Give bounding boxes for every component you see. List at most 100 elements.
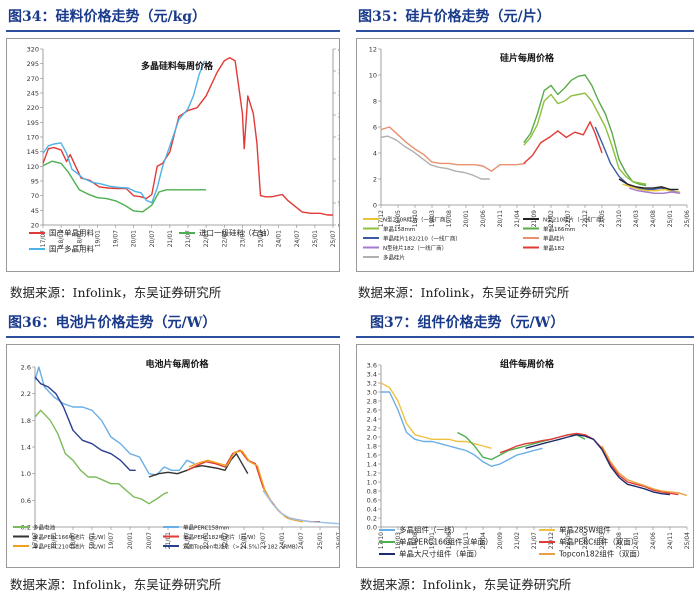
y-tick-label: 12: [369, 46, 377, 54]
legend-label: 单晶PERC182电池片（元/W）: [183, 533, 259, 541]
y-tick-label: 0: [373, 202, 377, 210]
series-line: [525, 434, 671, 496]
source-note: 数据来源：Infolink，东吴证券研究所: [360, 577, 572, 592]
x-tick-label: 20/01: [131, 230, 138, 247]
series-line: [628, 187, 681, 195]
series-line: [523, 121, 603, 164]
x-tick-label: 24/06: [650, 532, 657, 549]
y-tick-label: 0.8: [367, 488, 377, 496]
x-tick-label: 18/07: [76, 230, 83, 247]
y-tick-label: 2.6: [21, 364, 31, 372]
x-tick-label: 22/02: [548, 210, 555, 227]
x-tick-label: 24/08: [650, 210, 657, 227]
x-tick-label: 19/06: [446, 532, 453, 549]
x-tick-label: 17/12: [378, 210, 385, 227]
source-note: 数据来源：Infolink，东吴证券研究所: [10, 285, 222, 300]
x-tick-label: 18/10: [412, 210, 419, 227]
x-tick-label: 21/07: [531, 532, 538, 549]
legend-label: 单晶PERC210电池片（元/W）: [33, 543, 109, 551]
figure-header: 图34：硅料价格走势（元/kg）: [8, 9, 207, 25]
x-tick-label: 24/03: [633, 210, 640, 227]
x-tick-label: 20/01: [127, 532, 134, 549]
legend-label: 单晶大尺寸组件（单面）: [399, 549, 482, 559]
legend-label: 单晶PERC组件（双面）: [559, 537, 638, 547]
legend-label: N型硅片182（一线厂商）: [383, 244, 447, 252]
x-tick-label: 25/01: [667, 210, 674, 227]
header-rule: [6, 30, 340, 32]
y-tick-label: 1.4: [367, 461, 377, 469]
x-tick-label: 17/07: [40, 230, 47, 247]
x-tick-label: 18/01: [58, 230, 65, 247]
y2-tick-label: 40: [338, 46, 339, 54]
y2-tick-label: 20: [338, 134, 339, 142]
legend-label: 单晶PERC166电池片（元/W）: [33, 533, 109, 541]
figure-header: 图36：电池片价格走势（元/W）: [8, 315, 217, 331]
x-tick-label: 24/01: [276, 230, 283, 247]
legend-label: 多晶硅片: [383, 254, 405, 262]
y2-tick-label: 5: [338, 200, 339, 208]
x-tick-label: 21/01: [165, 532, 172, 549]
y-tick-label: 4: [373, 150, 377, 158]
legend-label: 国产多晶用料: [49, 244, 94, 254]
series-line: [262, 489, 340, 525]
series-line: [34, 366, 195, 476]
chart-frame: 20 45 70 95 120 145 170 195 220 245 270 295 320 0 5 10 1…: [6, 38, 347, 272]
x-tick-label: 18/07: [70, 532, 77, 549]
x-tick-label: 21/04: [514, 210, 521, 227]
y-tick-label: 120: [27, 163, 39, 171]
y-tick-label: 1.0: [21, 470, 31, 478]
legend-label: 单晶硅片182/210（一线厂商）: [383, 235, 461, 243]
y-tick-label: 2.4: [367, 416, 377, 424]
legend-label: 单晶硅片: [543, 235, 565, 243]
x-tick-label: 24/01: [633, 532, 640, 549]
y2-tick-label: 35: [338, 68, 339, 76]
y-tick-label: 1.6: [367, 452, 377, 460]
x-tick-label: 22/10: [582, 532, 589, 549]
y-tick-label: 3.0: [367, 389, 377, 397]
x-tick-label: 25/01: [312, 230, 319, 247]
y-tick-label: 1.8: [367, 443, 377, 451]
legend-label: 多晶电池: [33, 524, 56, 532]
series-line: [523, 92, 647, 185]
chart-title: 电池片每周价格: [145, 358, 209, 370]
series-line: [34, 376, 136, 472]
x-tick-label: 17/10: [378, 532, 385, 549]
chart-title: 组件每周价格: [500, 358, 555, 370]
x-tick-label: 20/06: [480, 210, 487, 227]
x-tick-label: 23/10: [616, 210, 623, 227]
silicon-price-chart: 20 45 70 95 120 145 170 195 220 245 270 295 320 0 5 10 1…: [27, 46, 347, 254]
y-tick-label: 2: [373, 176, 377, 184]
x-tick-label: 20/11: [497, 210, 504, 227]
legend-label: N型210R硅片（一线厂商）: [383, 216, 451, 224]
x-tick-label: 21/01: [167, 230, 174, 247]
legend-label: 单晶PERC166组件（单面）: [399, 537, 493, 547]
x-tick-label: 25/06: [684, 210, 691, 227]
x-tick-label: 19/08: [446, 210, 453, 227]
y2-tick-label: 10: [338, 178, 339, 186]
header-rule: [6, 336, 340, 338]
x-tick-label: 24/01: [279, 532, 286, 549]
figure-header: 图35：硅片价格走势（元/片）: [358, 9, 551, 25]
x-tick-label: 25/07: [336, 532, 339, 549]
legend-label: 单晶PERC158mm: [183, 524, 229, 532]
x-tick-label: 21/02: [514, 532, 521, 549]
y-tick-label: 70: [31, 192, 39, 200]
legend-label: 单晶182: [543, 244, 565, 252]
x-tick-label: 18/03: [395, 532, 402, 549]
series-line: [380, 135, 490, 180]
x-tick-label: 22/01: [203, 532, 210, 549]
header-rule: [356, 336, 694, 338]
y-tick-label: 295: [27, 60, 39, 68]
y-tick-label: 8: [373, 98, 377, 106]
x-tick-label: 25/01: [317, 532, 324, 549]
y-tick-label: 320: [27, 46, 39, 54]
series-line: [42, 60, 205, 204]
chart-frame: 0.0 0.2 0.4 0.6 0.8 1.0 1.2 1.4 1.6 1.8 2.0 2.2 2.4 2…: [356, 344, 694, 568]
x-tick-label: 23/07: [260, 532, 267, 549]
series-line: [601, 445, 688, 497]
y2-tick-label: 30: [338, 90, 339, 98]
source-note: 数据来源：Infolink，东吴证券研究所: [10, 577, 222, 592]
legend-label: N型210硅片（一线厂商）: [543, 216, 607, 224]
legend-label: 多晶组件（一线）: [399, 525, 459, 535]
x-tick-label: 24/07: [298, 532, 305, 549]
